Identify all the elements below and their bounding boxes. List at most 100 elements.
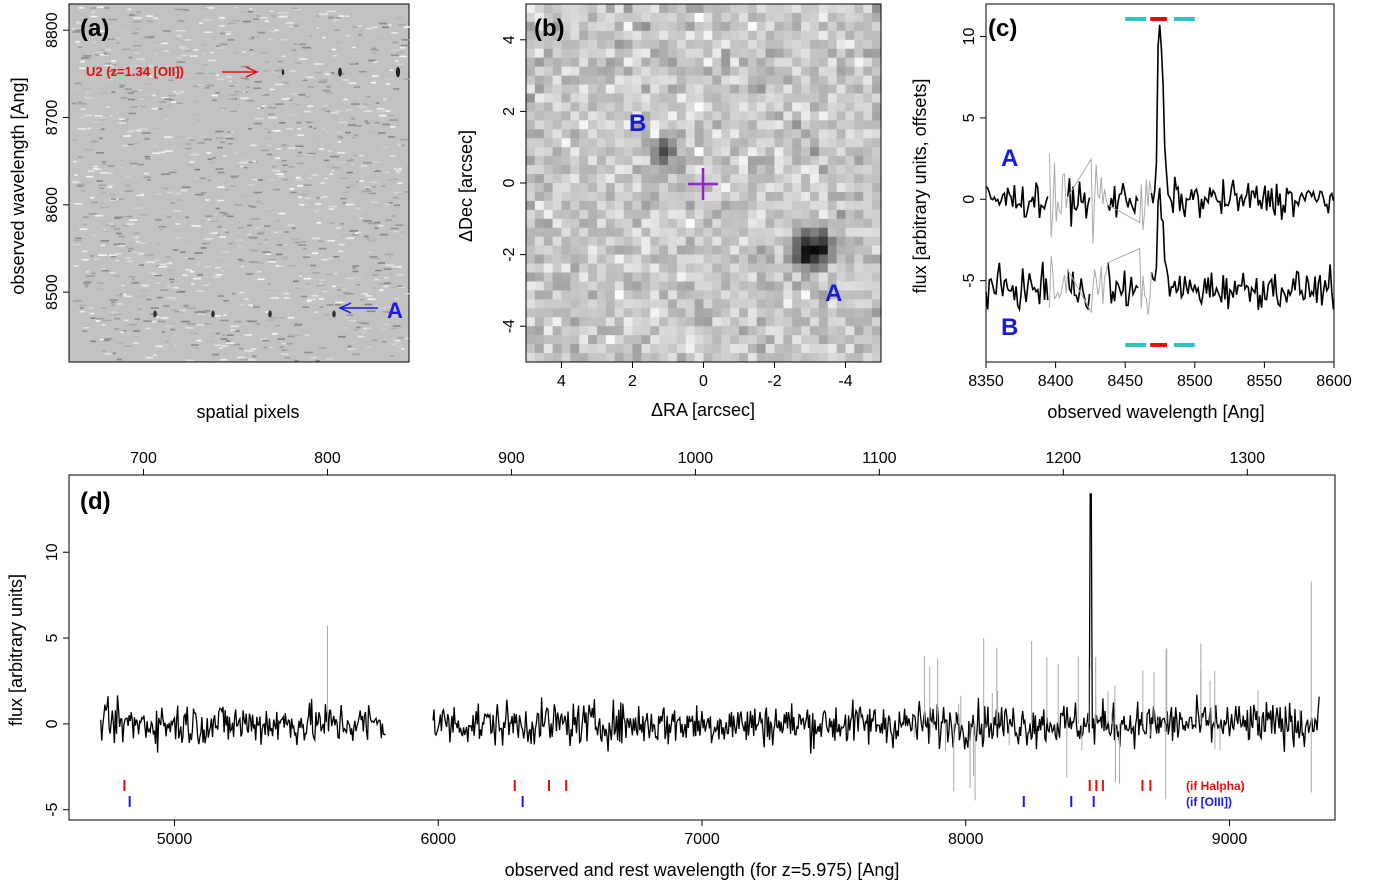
image-pixel xyxy=(704,40,713,49)
noise-streak xyxy=(100,339,104,341)
noise-streak xyxy=(352,354,360,356)
noise-streak xyxy=(354,329,358,331)
image-pixel xyxy=(854,210,863,219)
noise-streak xyxy=(239,46,242,48)
image-pixel xyxy=(588,317,597,326)
image-pixel xyxy=(837,58,846,67)
noise-streak xyxy=(141,285,149,287)
noise-streak xyxy=(359,71,367,73)
image-pixel xyxy=(633,192,642,201)
noise-streak xyxy=(206,68,210,70)
image-pixel xyxy=(668,183,677,192)
noise-streak xyxy=(159,101,166,103)
image-pixel xyxy=(819,228,828,237)
image-pixel xyxy=(668,344,677,353)
image-pixel xyxy=(828,13,837,22)
noise-streak xyxy=(270,10,274,12)
noise-streak xyxy=(356,327,360,329)
image-pixel xyxy=(828,237,837,246)
image-pixel xyxy=(668,308,677,317)
noise-streak xyxy=(397,63,404,65)
noise-streak xyxy=(129,219,138,221)
image-pixel xyxy=(748,210,757,219)
image-pixel xyxy=(792,111,801,120)
image-pixel xyxy=(659,49,668,58)
image-pixel xyxy=(526,219,535,228)
image-pixel xyxy=(819,102,828,111)
image-pixel xyxy=(872,165,881,174)
image-pixel xyxy=(792,67,801,76)
noise-streak xyxy=(306,76,314,78)
image-pixel xyxy=(588,308,597,317)
image-pixel xyxy=(695,201,704,210)
image-pixel xyxy=(704,165,713,174)
image-pixel xyxy=(775,76,784,85)
noise-streak xyxy=(292,228,296,230)
image-pixel xyxy=(570,317,579,326)
noise-streak xyxy=(244,167,248,169)
noise-streak xyxy=(91,317,96,319)
noise-streak xyxy=(380,214,386,216)
image-pixel xyxy=(695,326,704,335)
image-pixel xyxy=(553,111,562,120)
image-pixel xyxy=(783,192,792,201)
image-pixel xyxy=(544,255,553,264)
noise-streak xyxy=(279,122,285,124)
noise-streak xyxy=(108,79,115,81)
image-pixel xyxy=(641,174,650,183)
image-pixel xyxy=(748,201,757,210)
image-pixel xyxy=(704,85,713,94)
image-pixel xyxy=(659,94,668,103)
image-pixel xyxy=(748,281,757,290)
noise-streak xyxy=(327,166,332,168)
image-pixel xyxy=(863,237,872,246)
image-pixel xyxy=(801,156,810,165)
image-pixel xyxy=(775,147,784,156)
image-pixel xyxy=(872,237,881,246)
noise-streak xyxy=(241,195,249,197)
noise-streak xyxy=(232,293,236,295)
noise-streak xyxy=(261,49,266,51)
image-pixel xyxy=(739,13,748,22)
noise-streak xyxy=(239,162,248,164)
image-pixel xyxy=(854,58,863,67)
image-pixel xyxy=(668,58,677,67)
image-pixel xyxy=(650,237,659,246)
image-pixel xyxy=(633,4,642,13)
image-pixel xyxy=(810,246,819,255)
image-pixel xyxy=(863,344,872,353)
image-pixel xyxy=(739,85,748,94)
image-pixel xyxy=(544,67,553,76)
image-pixel xyxy=(766,31,775,40)
image-pixel xyxy=(854,156,863,165)
image-pixel xyxy=(553,192,562,201)
top-x-tick-label: 1200 xyxy=(1046,450,1082,467)
noise-streak xyxy=(246,273,253,275)
noise-streak xyxy=(84,88,90,90)
image-pixel xyxy=(624,58,633,67)
noise-streak xyxy=(314,311,318,313)
image-pixel xyxy=(846,210,855,219)
noise-streak xyxy=(211,307,218,309)
image-pixel xyxy=(562,246,571,255)
noise-streak xyxy=(81,190,86,192)
image-pixel xyxy=(615,129,624,138)
image-pixel xyxy=(704,335,713,344)
image-pixel xyxy=(624,273,633,282)
noise-streak xyxy=(253,306,260,308)
image-pixel xyxy=(588,255,597,264)
image-pixel xyxy=(801,183,810,192)
image-pixel xyxy=(863,138,872,147)
image-pixel xyxy=(562,201,571,210)
noise-streak xyxy=(135,237,139,239)
noise-streak xyxy=(357,25,362,27)
image-pixel xyxy=(677,4,686,13)
image-pixel xyxy=(579,228,588,237)
noise-streak xyxy=(83,224,88,226)
image-pixel xyxy=(686,237,695,246)
image-pixel xyxy=(677,264,686,273)
noise-streak xyxy=(355,208,361,210)
image-pixel xyxy=(854,246,863,255)
image-pixel xyxy=(686,147,695,156)
noise-streak xyxy=(122,49,131,51)
